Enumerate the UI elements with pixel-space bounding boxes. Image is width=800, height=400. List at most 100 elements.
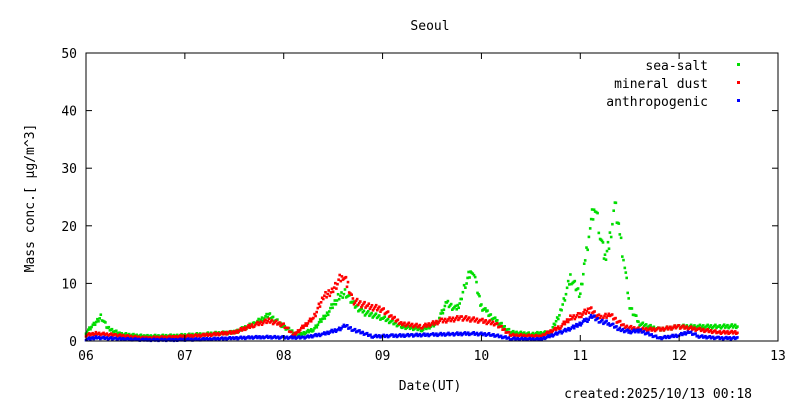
data-point [378, 334, 381, 337]
data-point [353, 301, 357, 304]
legend-label: anthropogenic [606, 95, 708, 110]
data-point [637, 320, 640, 324]
data-point [472, 273, 476, 277]
data-point [507, 327, 511, 331]
data-point [626, 291, 629, 295]
data-point [149, 334, 153, 337]
data-point [607, 322, 611, 325]
data-point [500, 324, 503, 328]
data-point [363, 300, 366, 304]
data-point [574, 315, 578, 319]
data-point [330, 287, 334, 291]
data-point [673, 324, 676, 327]
data-point [536, 336, 539, 340]
data-point [242, 335, 246, 339]
data-point [568, 329, 571, 332]
data-point [257, 323, 260, 327]
data-point [297, 335, 301, 338]
data-point [555, 333, 559, 336]
data-point [617, 328, 620, 331]
data-point [579, 312, 582, 315]
data-point [611, 222, 614, 226]
data-point [360, 307, 363, 310]
data-point [148, 336, 151, 339]
data-point [374, 312, 378, 315]
data-point [306, 334, 310, 337]
data-point [733, 323, 737, 327]
data-point [704, 334, 707, 338]
data-point [259, 318, 263, 321]
data-point [732, 335, 736, 339]
data-point [326, 330, 329, 334]
data-point [570, 326, 574, 329]
data-point [519, 333, 523, 336]
data-point [358, 301, 361, 305]
data-point [295, 331, 299, 334]
data-point [358, 329, 361, 332]
data-point [261, 321, 265, 325]
data-point [317, 320, 321, 324]
data-point [323, 331, 326, 334]
data-point [239, 327, 243, 330]
data-point [406, 332, 410, 336]
data-point [671, 333, 674, 337]
data-point [264, 315, 267, 318]
data-point [97, 335, 101, 339]
data-point [591, 218, 595, 221]
data-point [202, 332, 205, 336]
data-point [179, 334, 182, 337]
data-point [466, 317, 470, 321]
data-point [683, 331, 686, 334]
data-point [587, 318, 590, 321]
data-point [446, 319, 449, 322]
data-point [265, 321, 268, 325]
data-point [685, 325, 689, 328]
data-point [515, 333, 518, 336]
data-point [728, 336, 731, 339]
data-point [599, 314, 603, 318]
data-point [442, 308, 446, 311]
data-point [425, 325, 428, 328]
data-point [577, 323, 580, 326]
data-point [709, 324, 713, 327]
data-point [632, 328, 636, 332]
data-point [464, 286, 467, 289]
data-point [457, 306, 460, 310]
data-point [160, 337, 164, 341]
data-point [362, 309, 366, 313]
data-point [596, 317, 600, 320]
data-point [329, 306, 332, 310]
data-point [310, 328, 313, 331]
data-point [391, 333, 394, 336]
data-point [124, 332, 128, 335]
data-point [85, 330, 89, 334]
data-point [271, 315, 275, 319]
data-point [317, 332, 321, 336]
data-point [300, 333, 303, 337]
data-point [385, 333, 389, 337]
data-point [562, 320, 566, 324]
data-point [496, 333, 500, 337]
data-point [364, 312, 368, 316]
data-point [182, 337, 186, 341]
data-point [169, 333, 172, 336]
data-point [559, 330, 562, 333]
data-point [733, 330, 737, 333]
data-point [285, 335, 289, 339]
data-point [590, 306, 593, 309]
data-point [220, 330, 224, 334]
data-point [571, 316, 574, 319]
data-point [492, 333, 495, 336]
data-point [364, 306, 367, 309]
data-point [611, 322, 615, 326]
data-point [126, 336, 129, 340]
data-point [300, 326, 303, 330]
data-point [563, 299, 567, 302]
data-point [314, 324, 317, 327]
data-point [573, 317, 577, 321]
data-point [549, 329, 552, 332]
data-point [398, 333, 402, 336]
data-point [261, 335, 265, 338]
data-point [339, 294, 342, 298]
data-point [467, 270, 470, 274]
